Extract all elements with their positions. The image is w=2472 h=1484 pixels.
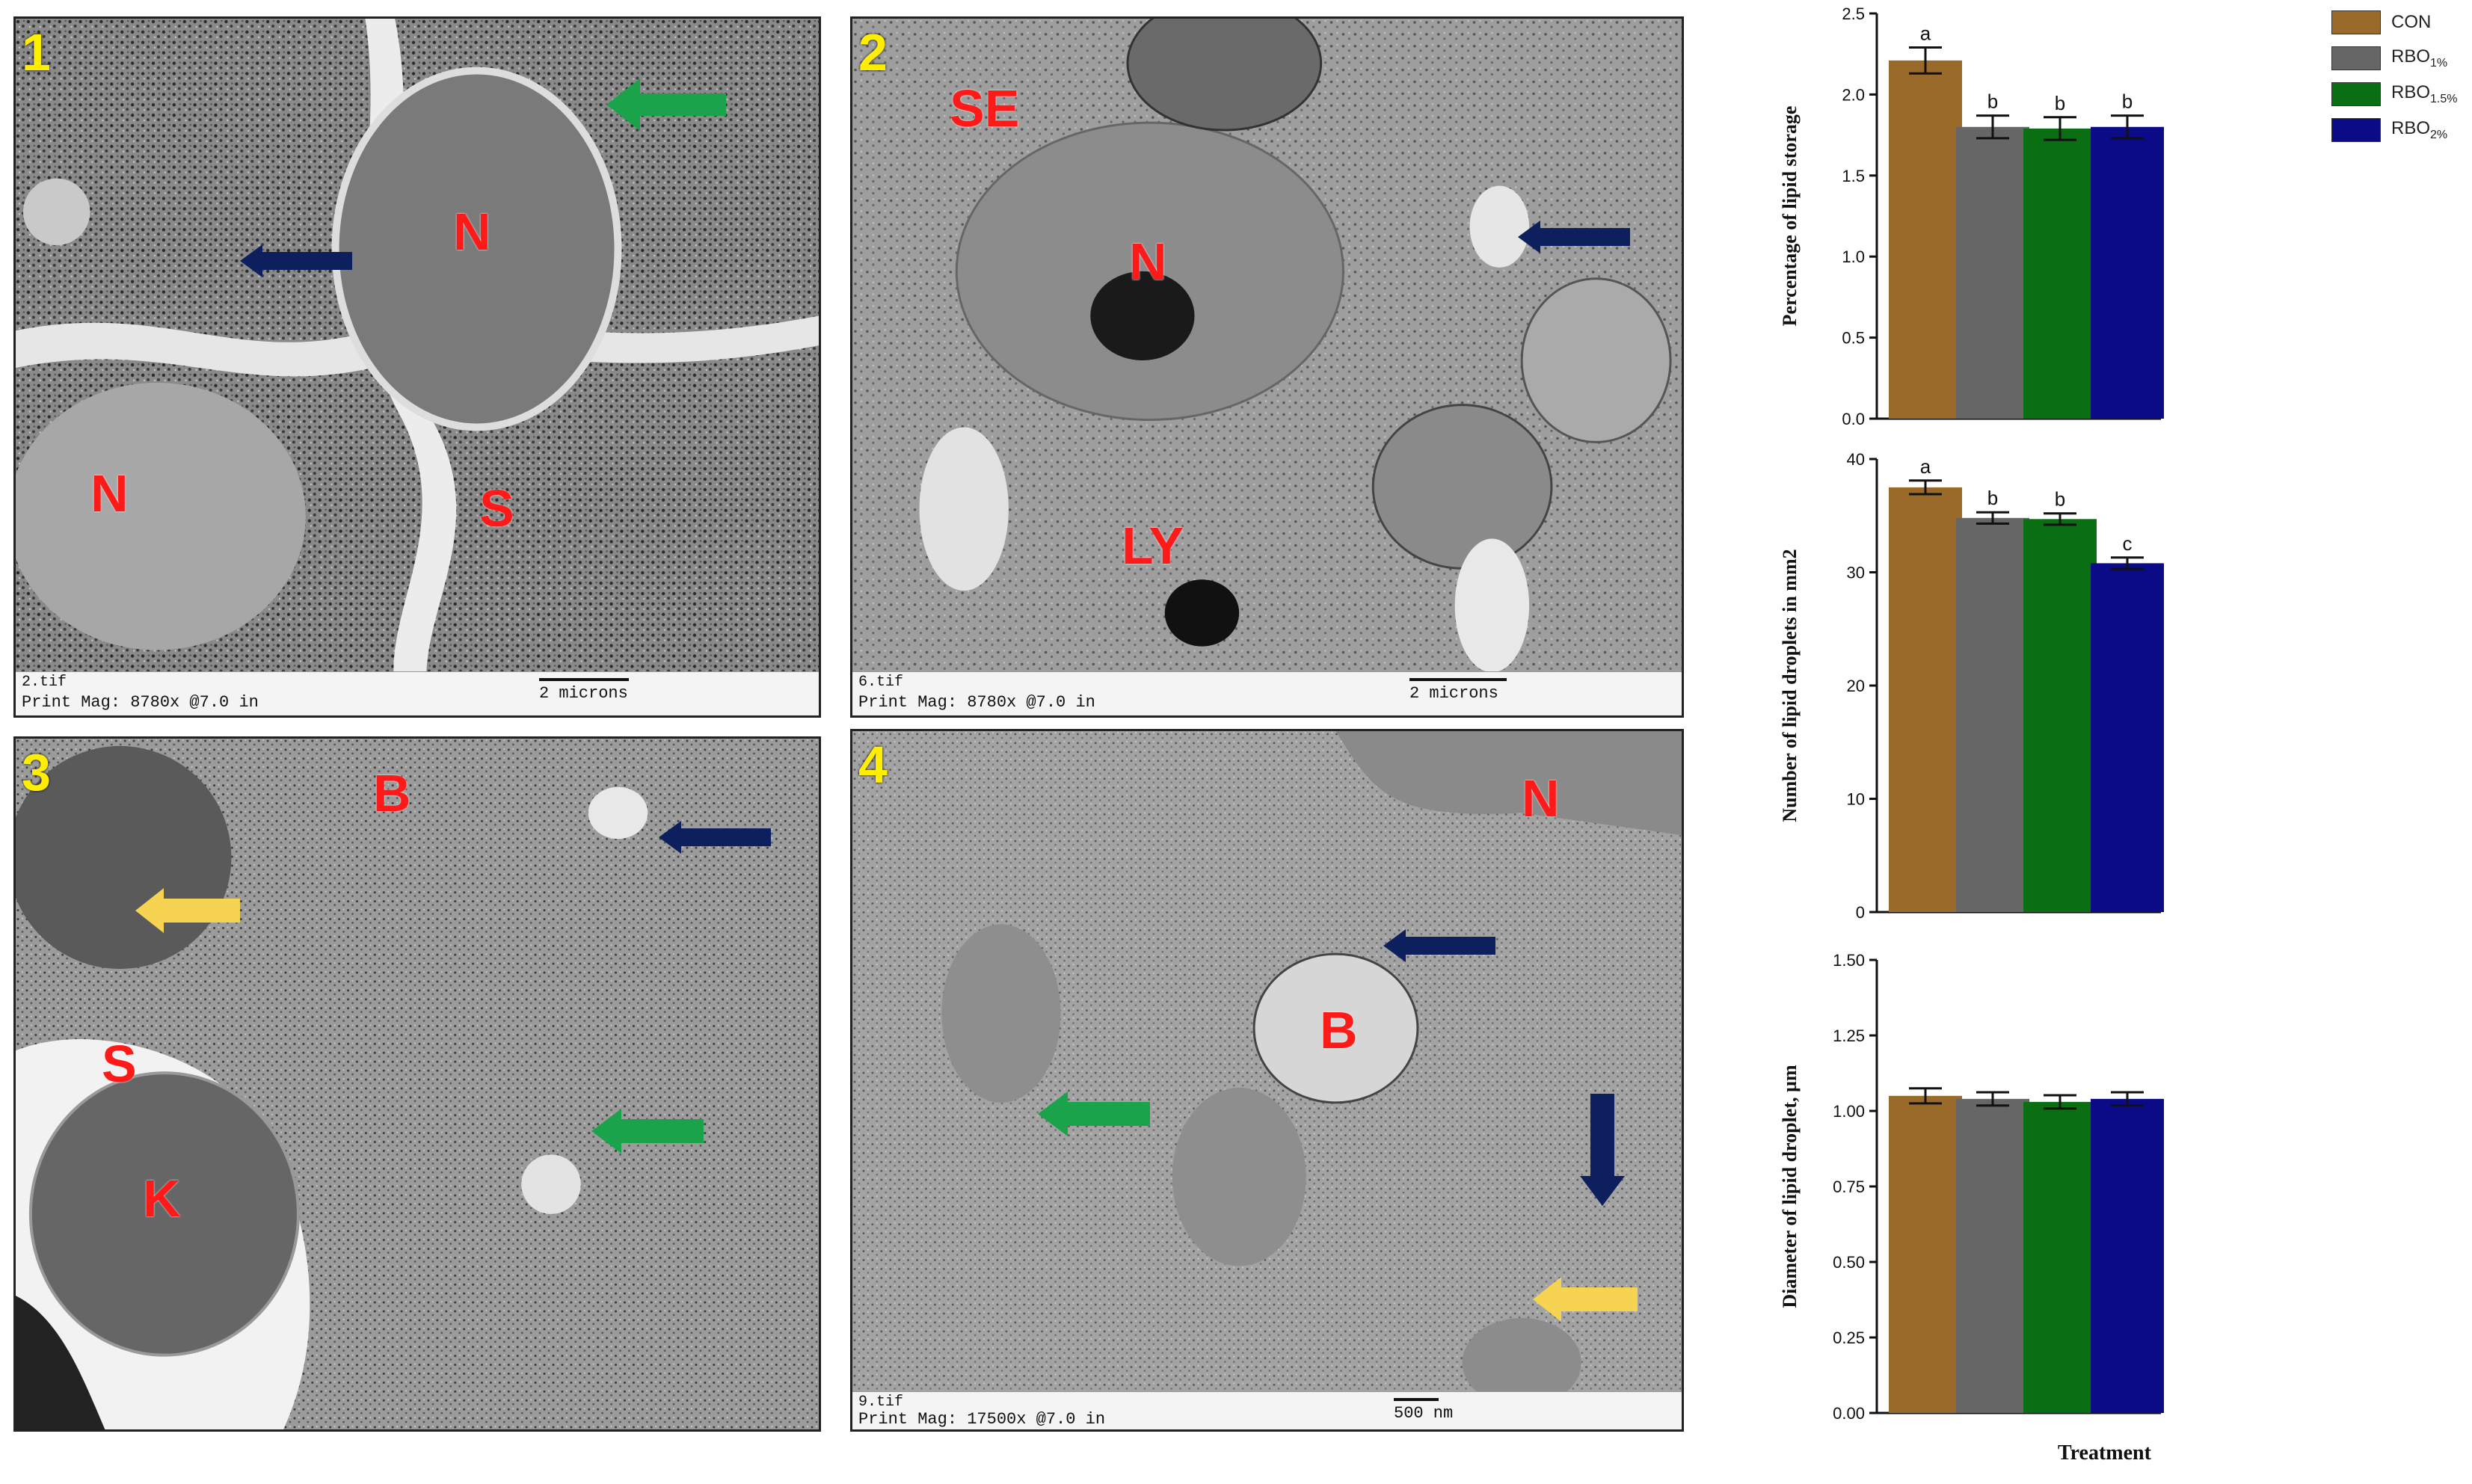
label-nucleus: N <box>1522 769 1560 828</box>
label-se: SE <box>950 79 1020 138</box>
y-tick-label: 0.5 <box>1842 329 1865 348</box>
micrograph-panel-4: 4 N B 9.tif Print Mag: 17500x @7.0 in 50… <box>850 729 1684 1432</box>
label-b: B <box>1320 1001 1358 1059</box>
panel-number: 2 <box>858 23 888 81</box>
panel-number: 4 <box>858 736 888 794</box>
legend-item-rbo1: RBO1% <box>2331 46 2447 70</box>
bar <box>1889 1095 1962 1413</box>
legend-label: RBO1.5% <box>2391 82 2458 105</box>
label-ly: LY <box>1122 517 1184 575</box>
significance-letter: b <box>2055 488 2065 511</box>
scale-bar <box>1409 678 1507 681</box>
y-tick-label: 30 <box>1847 564 1865 582</box>
bar <box>1956 1098 2029 1413</box>
scale-bar-label: 2 microns <box>1409 684 1498 703</box>
y-tick-label: 1.50 <box>1833 951 1865 970</box>
y-tick-label: 1.0 <box>1842 247 1865 266</box>
legend-label: CON <box>2391 12 2432 32</box>
legend-item-rbo2: RBO2% <box>2331 118 2447 142</box>
label-s: S <box>102 1035 137 1093</box>
bar <box>2023 519 2097 912</box>
y-tick-label: 1.25 <box>1833 1026 1865 1045</box>
bar <box>2023 1101 2097 1413</box>
legend-swatch <box>2331 46 2381 70</box>
micrograph-texture <box>852 19 1682 715</box>
panel-number: 1 <box>22 23 51 81</box>
bar <box>1889 60 1962 419</box>
y-tick-label: 0 <box>1856 903 1865 922</box>
micrograph-caption: 9.tif Print Mag: 17500x @7.0 in 500 nm <box>852 1391 1682 1429</box>
bar <box>1956 517 2029 912</box>
micrograph-panel-3: 3 B S K <box>13 736 821 1432</box>
significance-letter: b <box>2055 92 2065 114</box>
label-s: S <box>479 479 514 538</box>
legend-label: RBO1% <box>2391 46 2448 70</box>
label-nucleus: N <box>453 203 491 261</box>
micrograph-panel-2: 2 SE N LY 6.tif Print Mag: 8780x @7.0 in… <box>850 16 1684 718</box>
bar <box>2091 1098 2164 1413</box>
significance-letter: b <box>2122 90 2133 113</box>
navy-arrow-icon <box>240 244 352 277</box>
label-k: K <box>143 1169 181 1228</box>
y-tick-label: 1.00 <box>1833 1102 1865 1121</box>
significance-letter: a <box>1920 22 1931 45</box>
significance-letter: a <box>1920 455 1931 478</box>
significance-letter: b <box>1987 487 1998 509</box>
y-tick-label: 10 <box>1847 790 1865 809</box>
navy-arrow-icon <box>1580 1094 1625 1206</box>
legend-swatch <box>2331 82 2381 106</box>
scale-bar <box>539 678 629 681</box>
green-arrow-icon <box>1038 1092 1150 1136</box>
bar-chart-lipid-droplet-count: 0 10 20 30 40 Number of lipid droplets in mm2… <box>1779 450 2164 922</box>
micrograph-panel-1: 1 N N S 2.tif Print Mag: 8780x @7.0 in 2… <box>13 16 821 718</box>
legend-item-rbo1-5: RBO1.5% <box>2331 82 2457 106</box>
label-nucleus: N <box>90 464 129 523</box>
green-arrow-icon <box>606 78 726 131</box>
y-tick-label: 0.50 <box>1833 1253 1865 1272</box>
significance-letter: c <box>2123 532 2133 555</box>
scale-bar-label: 2 microns <box>539 684 628 703</box>
y-tick-label: 20 <box>1847 677 1865 695</box>
micrograph-texture <box>16 19 819 715</box>
bar <box>1889 487 1962 912</box>
panel-number: 3 <box>22 743 51 801</box>
y-axis-title: Percentage of lipid storage <box>1779 106 1801 327</box>
navy-arrow-icon <box>1383 929 1495 962</box>
bar <box>1956 126 2029 419</box>
bar <box>2023 128 2097 419</box>
micrograph-texture <box>852 731 1682 1429</box>
bar-chart-lipid-storage: 0.0 0.5 1.0 1.5 2.0 2.5 Percentage of lipid st… <box>1779 4 2164 428</box>
green-arrow-icon <box>591 1109 704 1154</box>
y-tick-label: 1.5 <box>1842 167 1865 185</box>
yellow-arrow-icon <box>135 888 240 933</box>
label-b: B <box>373 764 411 822</box>
navy-arrow-icon <box>1518 221 1630 253</box>
y-axis-title: Diameter of lipid droplet, µm <box>1779 1065 1801 1308</box>
bar <box>2091 563 2164 912</box>
y-tick-label: 0.25 <box>1833 1328 1865 1347</box>
label-nucleus: N <box>1129 233 1167 291</box>
legend-item-con: CON <box>2331 10 2431 34</box>
scale-bar-label: 500 nm <box>1394 1404 1454 1423</box>
yellow-arrow-icon <box>1533 1277 1638 1322</box>
micrograph-caption: 6.tif Print Mag: 8780x @7.0 in 2 microns <box>852 671 1682 715</box>
significance-letter: b <box>1987 90 1998 113</box>
y-tick-label: 2.5 <box>1842 4 1865 23</box>
bar <box>2091 126 2164 419</box>
y-tick-label: 0.00 <box>1833 1404 1865 1423</box>
legend-swatch <box>2331 10 2381 34</box>
y-tick-label: 2.0 <box>1842 85 1865 104</box>
micrograph-caption: 2.tif Print Mag: 8780x @7.0 in 2 microns <box>16 671 819 715</box>
y-tick-label: 40 <box>1847 450 1865 469</box>
scale-bar <box>1394 1398 1439 1401</box>
x-axis-title: Treatment <box>2058 1441 2151 1465</box>
legend-swatch <box>2331 118 2381 142</box>
navy-arrow-icon <box>659 821 771 854</box>
y-tick-label: 0.0 <box>1842 410 1865 428</box>
legend-label: RBO2% <box>2391 118 2448 141</box>
bar-chart-lipid-droplet-diameter: 0.00 0.25 0.50 0.75 1.00 1.25 1.50 Diameter of … <box>1779 951 2164 1423</box>
y-axis-title: Number of lipid droplets in mm2 <box>1779 549 1801 822</box>
y-tick-label: 0.75 <box>1833 1177 1865 1196</box>
